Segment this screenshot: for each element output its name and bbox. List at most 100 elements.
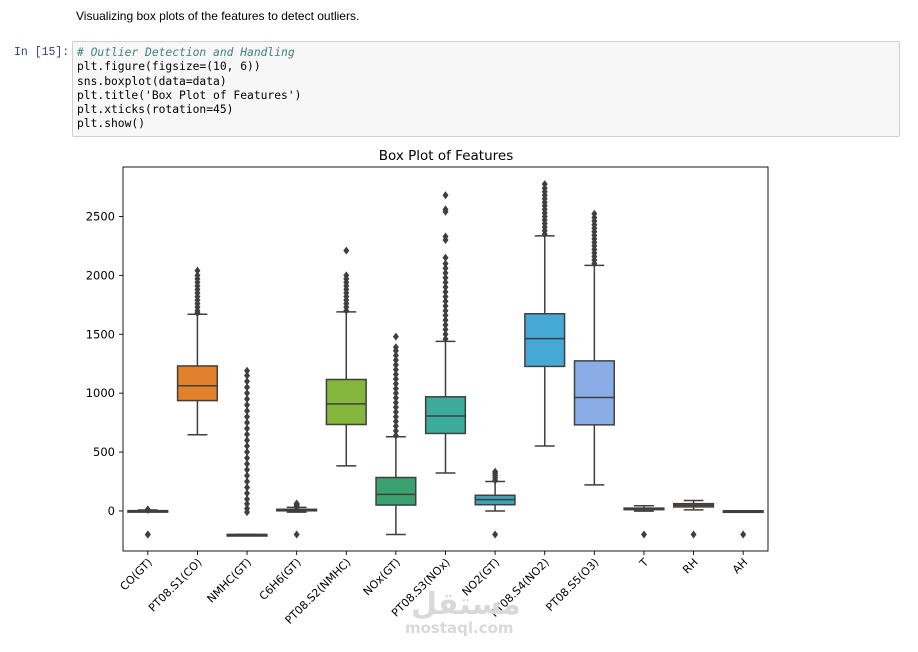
outlier-point: [392, 408, 399, 417]
outlier-point: [442, 283, 449, 292]
outlier-point: [244, 430, 251, 439]
outlier-point: [392, 393, 399, 402]
outlier-point: [442, 330, 449, 339]
outlier-point: [740, 530, 747, 539]
x-tick-label: CO(GT): [118, 556, 155, 593]
outlier-point: [244, 424, 251, 433]
outlier-point: [442, 301, 449, 310]
box-4: [276, 499, 318, 539]
box-2: [176, 266, 219, 436]
outlier-point: [244, 442, 251, 451]
outlier-point: [442, 273, 449, 282]
outlier-point: [244, 465, 251, 474]
outlier-point: [244, 389, 251, 398]
x-tick-label: RH: [680, 556, 700, 576]
outlier-point: [442, 191, 449, 200]
y-tick-label: 1500: [86, 327, 115, 341]
outlier-point: [392, 360, 399, 369]
outlier-point: [244, 459, 251, 468]
box-8: [474, 467, 516, 539]
outlier-point: [244, 366, 251, 375]
outlier-point: [244, 412, 251, 421]
box-body: [325, 378, 367, 426]
code-line-3: sns.boxplot(data=data): [77, 74, 227, 88]
outlier-point: [392, 398, 399, 407]
outlier-point: [392, 384, 399, 393]
outlier-point: [244, 471, 251, 480]
outlier-point: [392, 422, 399, 431]
box-9: [524, 180, 566, 447]
outlier-point: [293, 499, 300, 508]
outlier-point: [492, 467, 499, 476]
code-editor[interactable]: # Outlier Detection and Handling plt.fig…: [77, 46, 899, 132]
outlier-point: [442, 320, 449, 329]
outlier-point: [244, 436, 251, 445]
outlier-point: [442, 306, 449, 315]
markdown-text: Visualizing box plots of the features to…: [76, 9, 360, 23]
outlier-point: [442, 334, 449, 343]
outlier-point: [244, 377, 251, 386]
box-7: [424, 191, 467, 474]
y-tick-label: 0: [108, 504, 115, 518]
outlier-point: [244, 383, 251, 392]
outlier-point: [640, 530, 647, 539]
chart-title: Box Plot of Features: [379, 148, 513, 164]
box-series-group: [127, 180, 764, 539]
outlier-point: [392, 356, 399, 365]
x-tick-label: T: [636, 556, 651, 571]
outlier-point: [442, 232, 449, 241]
outlier-point: [392, 375, 399, 384]
outlier-point: [244, 453, 251, 462]
outlier-point: [144, 505, 151, 514]
box-body: [176, 365, 219, 402]
outlier-point: [244, 418, 251, 427]
outlier-point: [442, 259, 449, 268]
outlier-point: [244, 406, 251, 415]
y-tick-label: 500: [93, 445, 115, 459]
outlier-point: [442, 278, 449, 287]
box-5: [325, 246, 367, 467]
outlier-point: [442, 292, 449, 301]
box-13: [722, 509, 764, 539]
outlier-point: [690, 530, 697, 539]
outlier-point: [244, 395, 251, 404]
outlier-point: [244, 448, 251, 457]
plot-frame: [122, 166, 769, 552]
box-3: [226, 366, 268, 537]
y-tick-label: 2500: [86, 209, 115, 223]
outlier-point: [244, 483, 251, 492]
outlier-point: [392, 389, 399, 398]
outlier-point: [442, 269, 449, 278]
code-line-5: plt.xticks(rotation=45): [77, 103, 234, 117]
box-11: [623, 504, 665, 539]
x-tick-label: AH: [730, 556, 750, 576]
watermark: مستقل mostaql.com: [405, 590, 521, 637]
code-line-6: plt.show(): [77, 117, 146, 131]
y-tick-label: 1000: [86, 386, 115, 400]
box-plot-chart: Box Plot of Features 0 500 1000 1500 2000 250…: [86, 148, 769, 627]
x-tick-label: PT08.S1(CO): [146, 556, 205, 615]
code-cell[interactable]: # Outlier Detection and Handling plt.fig…: [72, 41, 900, 137]
outlier-point: [194, 266, 201, 275]
outlier-point: [392, 412, 399, 421]
x-tick-label: C6H6(GT): [257, 556, 304, 603]
outlier-point: [442, 264, 449, 273]
outlier-point: [591, 209, 598, 218]
x-tick-label: PT08.S5(O3): [543, 556, 601, 614]
outlier-point: [492, 530, 499, 539]
outlier-point: [144, 530, 151, 539]
outlier-point: [244, 371, 251, 380]
outlier-point: [392, 431, 399, 440]
x-tick-label: NOx(GT): [361, 556, 403, 598]
outlier-point: [392, 403, 399, 412]
outlier-point: [244, 504, 251, 513]
box-body: [573, 360, 615, 426]
outlier-point: [392, 351, 399, 360]
outlier-point: [244, 400, 251, 409]
outlier-point: [244, 499, 251, 508]
outlier-point: [343, 271, 350, 280]
outlier-point: [442, 253, 449, 262]
outlier-point: [541, 184, 548, 193]
outlier-point: [392, 332, 399, 341]
outlier-point: [244, 489, 251, 498]
